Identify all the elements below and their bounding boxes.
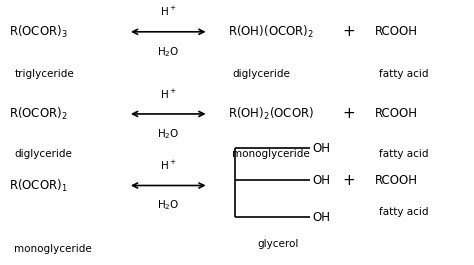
Text: monoglyceride: monoglyceride <box>14 244 92 254</box>
Text: fatty acid: fatty acid <box>379 207 428 217</box>
Text: H$^+$: H$^+$ <box>160 5 177 19</box>
Text: OH: OH <box>313 142 331 155</box>
Text: R(OCOR)$_1$: R(OCOR)$_1$ <box>9 178 68 193</box>
Text: +: + <box>342 173 355 188</box>
Text: H$_2$O: H$_2$O <box>157 127 180 141</box>
Text: RCOOH: RCOOH <box>374 174 418 187</box>
Text: diglyceride: diglyceride <box>14 149 72 159</box>
Text: RCOOH: RCOOH <box>374 107 418 121</box>
Text: H$^+$: H$^+$ <box>160 87 177 101</box>
Text: fatty acid: fatty acid <box>379 149 428 159</box>
Text: fatty acid: fatty acid <box>379 69 428 79</box>
Text: +: + <box>342 24 355 39</box>
Text: monoglyceride: monoglyceride <box>232 149 310 159</box>
Text: H$^+$: H$^+$ <box>160 159 177 172</box>
Text: RCOOH: RCOOH <box>374 25 418 38</box>
Text: triglyceride: triglyceride <box>14 69 74 79</box>
Text: R(OCOR)$_3$: R(OCOR)$_3$ <box>9 24 68 40</box>
Text: OH: OH <box>313 174 331 187</box>
Text: glycerol: glycerol <box>257 239 299 249</box>
Text: diglyceride: diglyceride <box>232 69 290 79</box>
Text: R(OH)(OCOR)$_2$: R(OH)(OCOR)$_2$ <box>228 24 313 40</box>
Text: +: + <box>342 107 355 121</box>
Text: H$_2$O: H$_2$O <box>157 45 180 59</box>
Text: H$_2$O: H$_2$O <box>157 198 180 212</box>
Text: R(OCOR)$_2$: R(OCOR)$_2$ <box>9 106 68 122</box>
Text: OH: OH <box>313 211 331 224</box>
Text: R(OH)$_2$(OCOR): R(OH)$_2$(OCOR) <box>228 106 314 122</box>
